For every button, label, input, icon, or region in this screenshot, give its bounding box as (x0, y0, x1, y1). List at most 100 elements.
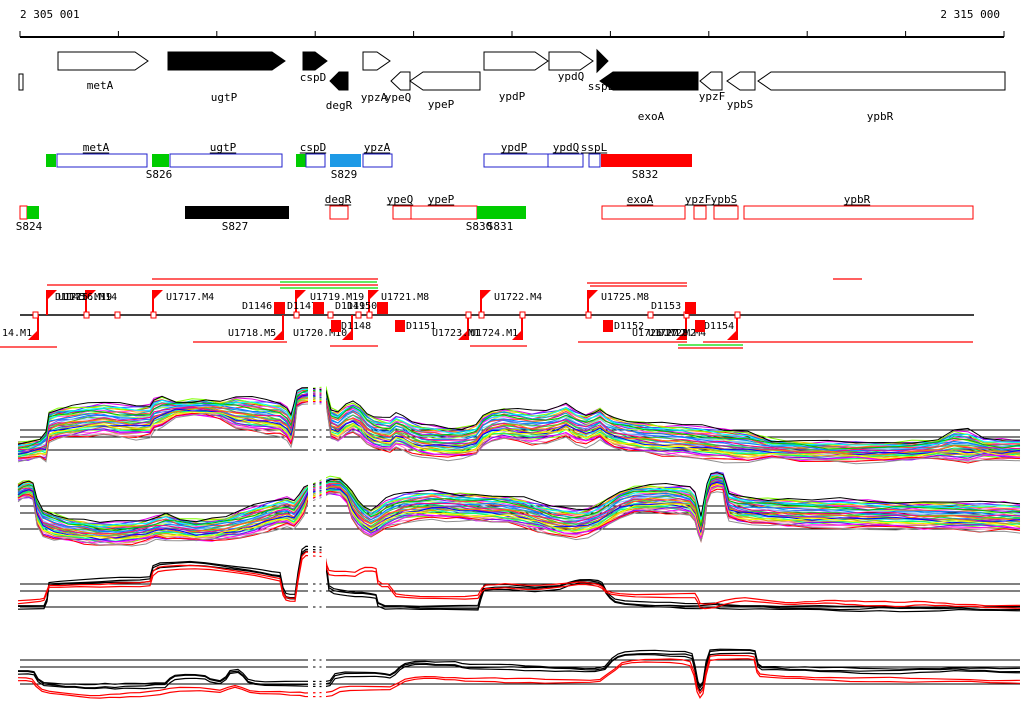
probe-flag-icon[interactable] (28, 330, 38, 340)
segment-box[interactable] (296, 154, 306, 167)
probe-base-box[interactable] (478, 311, 485, 319)
probe-label-U1720.M10[interactable]: U1720.M10 (293, 328, 347, 339)
gene-arrow-metA[interactable] (57, 51, 149, 71)
segment-box[interactable] (477, 206, 526, 219)
segment-gene-label-exoA[interactable]: exoA (627, 193, 654, 206)
probe-label-D1153[interactable]: D1153 (651, 301, 681, 312)
gene-arrow-ypdP[interactable] (483, 51, 549, 71)
segment-box[interactable] (152, 154, 169, 167)
segment-box[interactable] (329, 205, 349, 220)
probe-flag-icon[interactable] (273, 330, 283, 340)
gene-arrow-ypzF[interactable] (699, 71, 723, 91)
probe-label-14.M1[interactable]: 14.M1 (2, 328, 32, 339)
segment-id-label-S830[interactable]: S830 (466, 220, 493, 233)
probe-flag-icon[interactable] (296, 290, 306, 300)
probe-flag-icon[interactable] (512, 330, 522, 340)
probe-flag-icon[interactable] (588, 290, 598, 300)
segment-id-label-S827[interactable]: S827 (222, 220, 249, 233)
gene-arrow-ypeQ[interactable] (390, 71, 411, 91)
probe-flag-icon[interactable] (481, 290, 491, 300)
segment-gene-label-ugtP[interactable]: ugtP (210, 141, 237, 154)
probe-base-box[interactable] (647, 311, 654, 319)
probe-dbox-D1152[interactable] (603, 320, 613, 332)
probe-dbox-D1146[interactable] (274, 302, 285, 314)
probe-dbox-D1154[interactable] (695, 320, 705, 332)
segment-box[interactable] (693, 205, 707, 220)
segment-id-label-S824[interactable]: S824 (16, 220, 43, 233)
segment-gene-label-ypbR[interactable]: ypbR (844, 193, 871, 206)
probe-label-D1151[interactable]: D1151 (406, 321, 436, 332)
segment-box[interactable] (601, 205, 686, 220)
probe-label-D1149[interactable]: D1149 (335, 301, 365, 312)
probe-label-D1150[interactable]: D1150 (347, 301, 377, 312)
segment-gene-label-cspD[interactable]: cspD (300, 141, 327, 154)
gene-arrow-cspD[interactable] (302, 51, 328, 71)
probe-base-box[interactable] (366, 311, 373, 319)
probe-label-D1145[interactable]: D1145 (55, 292, 85, 303)
probe-label-U1727.M2[interactable]: U1727.M2 (648, 328, 696, 339)
segment-box[interactable] (483, 153, 549, 168)
probe-flag-icon[interactable] (727, 330, 737, 340)
segment-box[interactable] (362, 153, 393, 168)
probe-base-box[interactable] (293, 311, 300, 319)
probe-flag-icon[interactable] (342, 330, 352, 340)
probe-label-U1721.M8[interactable]: U1721.M8 (381, 292, 429, 303)
probe-base-box[interactable] (83, 311, 90, 319)
segment-id-label-S832[interactable]: S832 (632, 168, 659, 181)
segment-gene-label-ypdP[interactable]: ypdP (501, 141, 528, 154)
gene-arrow-ypeP[interactable] (409, 71, 481, 91)
gene-arrow-ugtP[interactable] (167, 51, 286, 71)
probe-flag-icon[interactable] (458, 330, 468, 340)
gene-arrow-degR[interactable] (329, 71, 349, 91)
probe-dbox-D1150[interactable] (377, 302, 388, 314)
probe-base-box[interactable] (327, 311, 334, 319)
probe-label-D1146[interactable]: D1146 (242, 301, 272, 312)
gene-arrow-ypdQ[interactable] (548, 51, 594, 71)
probe-label-U1728.M4[interactable]: U1728.M4 (658, 328, 706, 339)
segment-box[interactable] (46, 154, 56, 167)
segment-box[interactable] (713, 205, 739, 220)
probe-base-box[interactable] (114, 311, 121, 319)
segment-id-label-S831[interactable]: S831 (487, 220, 514, 233)
segment-box[interactable] (305, 153, 326, 168)
gene-arrow-exoA[interactable] (599, 71, 699, 91)
probe-base-box[interactable] (519, 311, 526, 319)
probe-label-U1717.M4[interactable]: U1717.M4 (166, 292, 214, 303)
probe-label-D1154[interactable]: D1154 (704, 321, 734, 332)
segment-box[interactable] (743, 205, 974, 220)
segment-box[interactable] (392, 205, 412, 220)
probe-label-D1148[interactable]: D1148 (341, 321, 371, 332)
probe-label-U1715.M19[interactable]: U1715.M19 (58, 292, 112, 303)
probe-dbox-D1147[interactable] (313, 302, 324, 314)
gene-arrow-ypbS[interactable] (726, 71, 756, 91)
probe-dbox-D1148[interactable] (331, 320, 341, 332)
gene-arrow-ypbR[interactable] (757, 71, 1006, 91)
segment-box[interactable] (169, 153, 283, 168)
probe-label-U1718.M5[interactable]: U1718.M5 (228, 328, 276, 339)
probe-label-U1725.M8[interactable]: U1725.M8 (601, 292, 649, 303)
probe-dbox-D1151[interactable] (395, 320, 405, 332)
segment-box[interactable] (410, 205, 478, 220)
probe-label-U1722.M4[interactable]: U1722.M4 (494, 292, 542, 303)
probe-label-U1724.M1[interactable]: U1724.M1 (470, 328, 518, 339)
probe-base-box[interactable] (734, 311, 741, 319)
segment-gene-label-ypzF[interactable]: ypzF (685, 193, 712, 206)
gene-arrow-ypzA[interactable] (362, 51, 391, 71)
segment-box[interactable] (601, 154, 692, 167)
segment-box[interactable] (547, 153, 584, 168)
probe-label-D1147[interactable]: D1147 (287, 301, 317, 312)
probe-label-U1716.M14[interactable]: U1716.M14 (63, 292, 117, 303)
segment-id-label-S829[interactable]: S829 (331, 168, 358, 181)
probe-flag-icon[interactable] (153, 290, 163, 300)
segment-box[interactable] (19, 205, 28, 220)
segment-gene-label-ypeQ[interactable]: ypeQ (387, 193, 414, 206)
segment-gene-label-sspL[interactable]: sspL (581, 141, 608, 154)
probe-base-box[interactable] (150, 311, 157, 319)
probe-flag-icon[interactable] (47, 290, 57, 300)
segment-box[interactable] (56, 153, 148, 168)
probe-label-U1719.M19[interactable]: U1719.M19 (310, 292, 364, 303)
probe-label-U1723.M1[interactable]: U1723.M1 (432, 328, 480, 339)
probe-flag-icon[interactable] (369, 290, 379, 300)
segment-id-label-S826[interactable]: S826 (146, 168, 173, 181)
gene-arrow-sspL[interactable] (596, 48, 609, 74)
